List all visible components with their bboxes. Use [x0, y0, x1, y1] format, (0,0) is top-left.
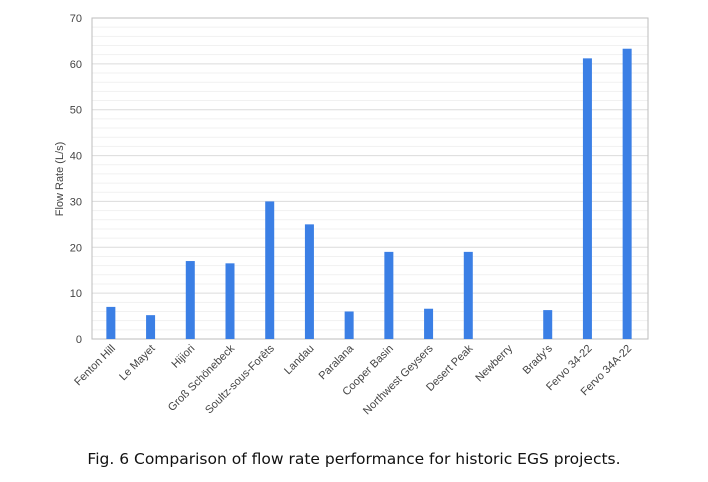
- bar: [463, 251, 473, 339]
- y-tick-label: 40: [70, 151, 82, 163]
- x-tick-label: Soultz-sous-Forêts: [203, 342, 277, 416]
- bar: [384, 251, 394, 339]
- x-tick-label: Brady's: [521, 342, 556, 377]
- bar: [225, 263, 235, 339]
- y-axis: 0 10 20 30 40 50 60 70: [70, 13, 82, 346]
- y-tick-label: 20: [70, 242, 82, 254]
- bar: [106, 306, 116, 339]
- y-tick-label: 70: [70, 13, 82, 25]
- bar: [622, 48, 632, 340]
- bar: [543, 310, 553, 339]
- bar: [185, 261, 195, 339]
- x-tick-label: Paralana: [317, 342, 357, 382]
- bars: [106, 48, 632, 340]
- bar: [146, 315, 156, 339]
- x-tick-label: Newberry: [473, 342, 515, 384]
- bar: [265, 201, 275, 339]
- figure-caption: Fig. 6 Comparison of flow rate performan…: [87, 450, 621, 468]
- plot-frame: [91, 17, 649, 340]
- bar: [304, 224, 314, 339]
- y-tick-label: 10: [70, 288, 82, 300]
- x-tick-label: Hijiori: [169, 343, 197, 371]
- x-tick-label: Le Mayet: [117, 343, 157, 383]
- y-tick-label: 30: [70, 196, 82, 208]
- chart: 0 10 20 30 40 50 60 70 Fenton Hill Le Mayet Hijio…: [54, 13, 649, 417]
- x-tick-label: Northwest Geysers: [361, 342, 436, 417]
- y-tick-label: 60: [70, 59, 82, 71]
- y-tick-label: 0: [76, 334, 82, 346]
- x-tick-label: Landau: [282, 343, 316, 377]
- gridlines: [92, 17, 648, 340]
- y-tick-label: 50: [70, 105, 82, 117]
- x-tick-label: Groß Schönebeck: [166, 342, 238, 414]
- y-axis-title: Flow Rate (L/s): [54, 142, 66, 217]
- x-tick-label: Fenton Hill: [72, 343, 118, 389]
- bar: [344, 311, 354, 339]
- bar: [582, 58, 592, 340]
- bar: [424, 308, 434, 339]
